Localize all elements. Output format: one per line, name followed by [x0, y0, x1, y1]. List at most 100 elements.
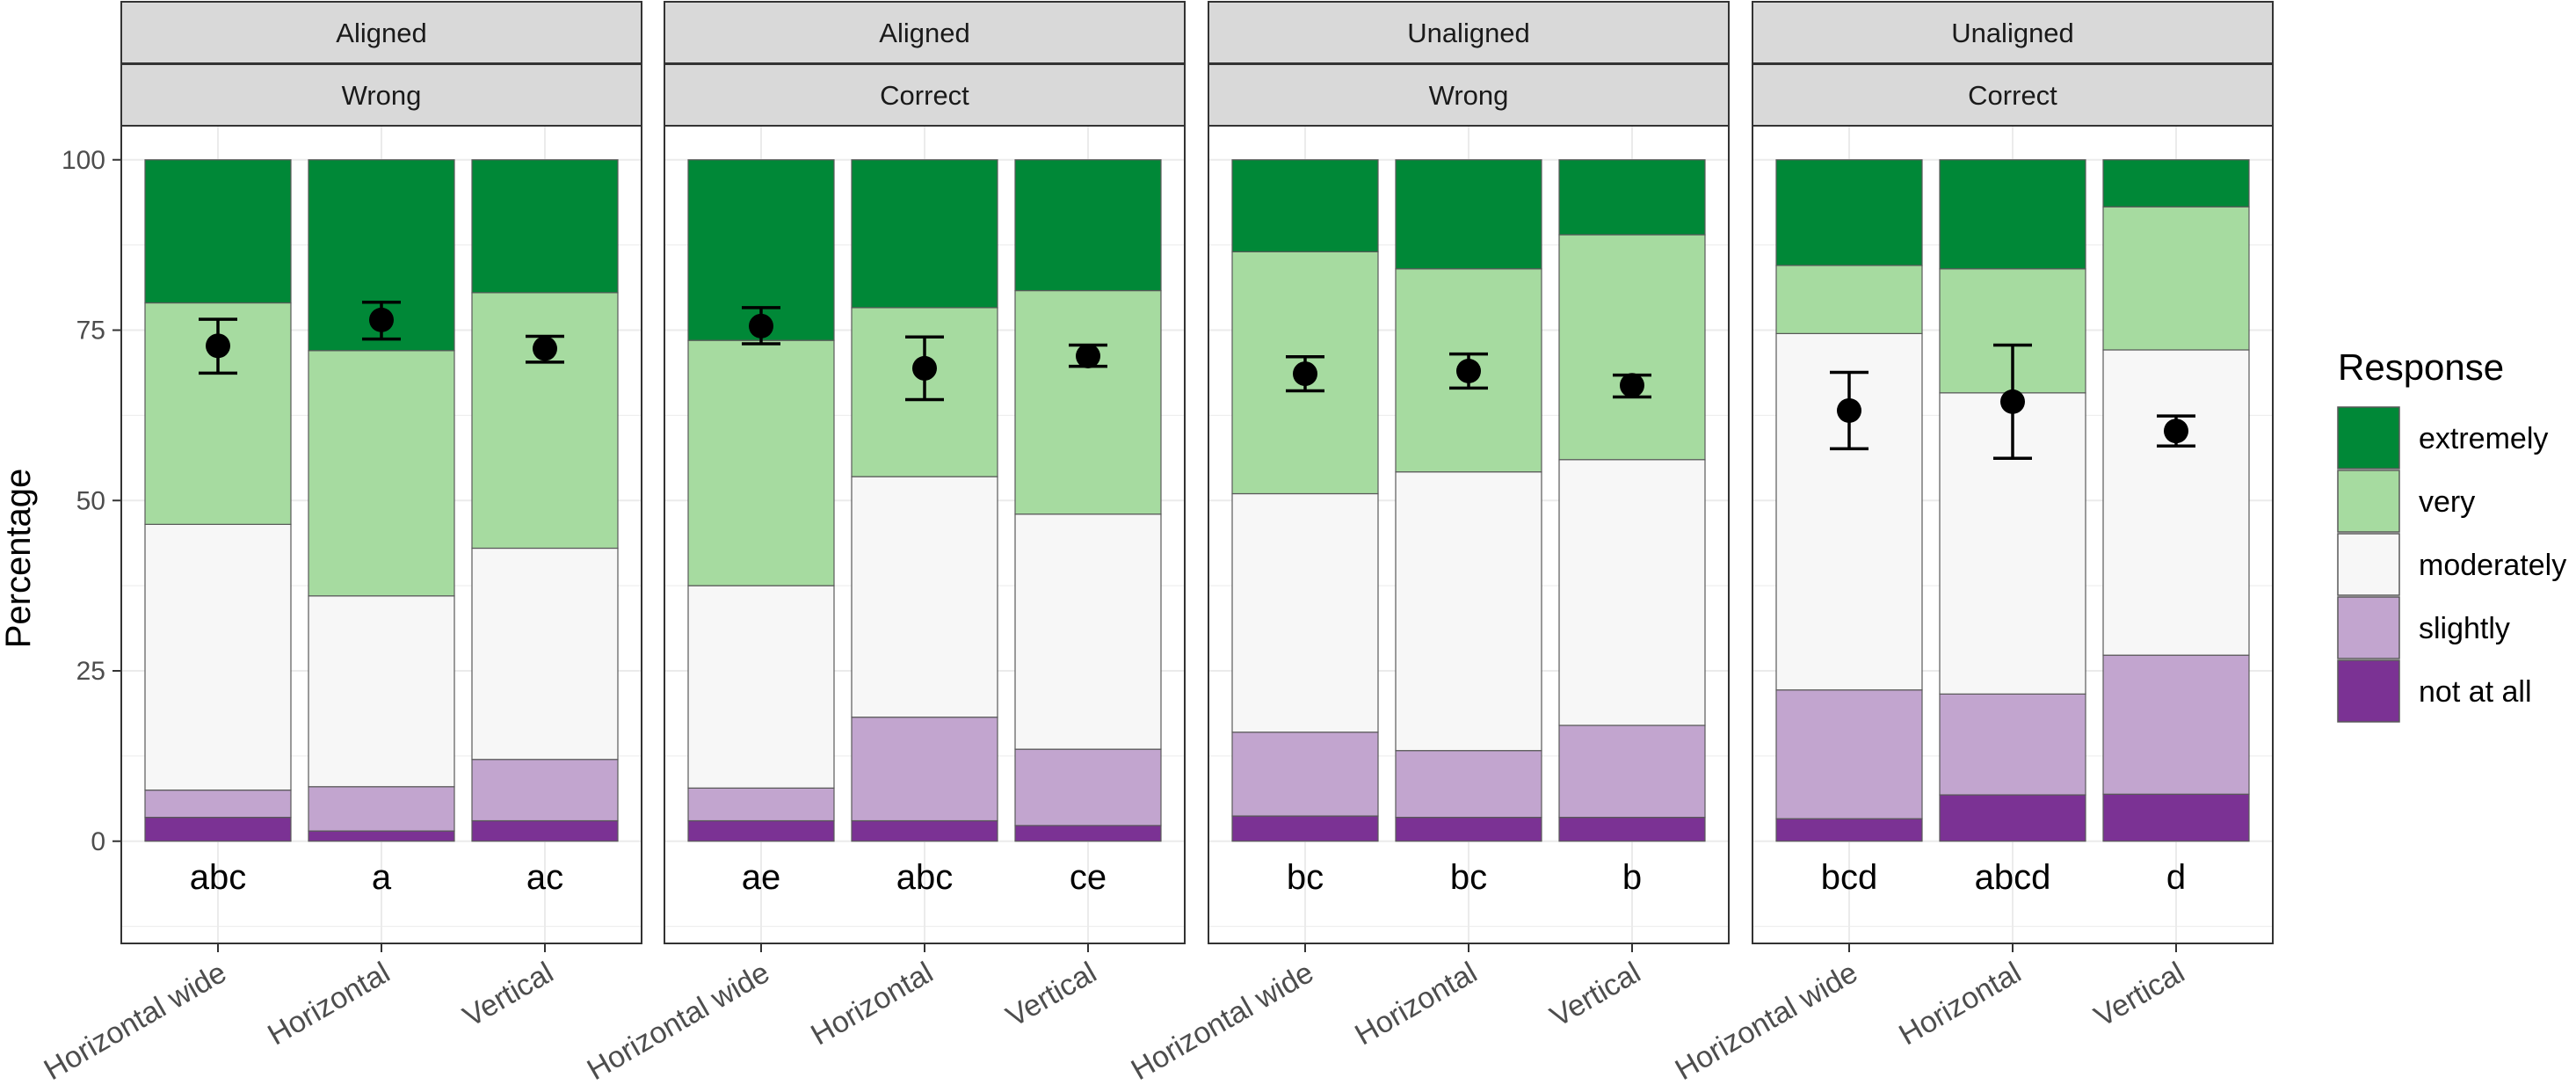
bar-segment-not-at-all	[144, 817, 292, 842]
significance-letters: bcd	[1821, 858, 1878, 897]
significance-letters: abcd	[1975, 858, 2051, 897]
bar-segment-slightly	[1558, 724, 1706, 819]
mean-point	[912, 355, 937, 381]
bar-horizontal-wide	[144, 159, 292, 842]
bar-segment-slightly	[851, 717, 998, 822]
strip-label: Aligned	[336, 18, 426, 48]
bar-segment-very	[687, 339, 835, 586]
bar-segment-very	[1558, 234, 1706, 461]
bar-vertical	[1014, 159, 1162, 842]
bar-segment-moderately	[1558, 459, 1706, 726]
legend-label: moderately	[2419, 549, 2566, 582]
legend-item-not-at-all: not at all	[2337, 659, 2532, 723]
significance-letters: d	[2166, 858, 2186, 897]
bar-horizontal	[1395, 159, 1542, 842]
bar-segment-very	[1775, 265, 1923, 334]
y-tick-label: 75	[76, 317, 105, 346]
significance-letters: bc	[1450, 858, 1487, 897]
bar-vertical	[2102, 159, 2250, 842]
strip-label: Correct	[880, 80, 969, 111]
facet-strip-alignment: Aligned	[120, 1, 642, 64]
strip-background	[1208, 63, 1730, 127]
y-axis-label: Percentage	[0, 469, 38, 649]
x-tick-label: Vertical	[2088, 956, 2190, 1034]
bar-segment-not-at-all	[2102, 793, 2250, 842]
facet-strip-alignment: Unaligned	[1208, 1, 1730, 64]
bar-segment-slightly	[1395, 750, 1542, 819]
bar-segment-slightly	[1939, 693, 2086, 796]
panel-4: bcd abcd d Unaligned Correct Horizontal wide H…	[1670, 1, 2274, 1087]
bar-segment-slightly	[1231, 732, 1379, 817]
panel-1: abc a ac Aligned Wrong Horizontal wide Horizon…	[39, 1, 642, 1087]
bar-segment-slightly	[471, 759, 619, 822]
legend-item-moderately: moderately	[2337, 533, 2566, 596]
bar-vertical	[471, 159, 619, 842]
bar-segment-slightly	[308, 786, 455, 832]
bar-segment-moderately	[308, 595, 455, 788]
error-bar	[1830, 370, 1869, 451]
bar-segment-extremely	[851, 159, 998, 309]
bar-segment-extremely	[1014, 159, 1162, 292]
bar-segment-moderately	[471, 547, 619, 761]
bar-segment-extremely	[144, 159, 292, 304]
bar-segment-moderately	[2102, 349, 2250, 656]
bar-segment-moderately	[1014, 513, 1162, 750]
strip-background	[664, 1, 1186, 64]
mean-point	[2000, 389, 2025, 414]
bar-segment-not-at-all	[1395, 817, 1542, 842]
significance-letters: a	[372, 858, 392, 897]
legend-swatch	[2337, 659, 2400, 723]
error-bar	[742, 306, 780, 346]
bar-segment-slightly	[1014, 748, 1162, 826]
mean-point	[1456, 359, 1481, 383]
x-tick-label: Horizontal wide	[1670, 956, 1863, 1087]
strip-label: Unaligned	[1407, 18, 1530, 48]
mean-point	[2164, 419, 2188, 444]
legend-swatch	[2337, 406, 2400, 470]
bar-segment-slightly	[144, 790, 292, 819]
bar-horizontal	[1939, 159, 2086, 842]
mean-point	[1293, 361, 1317, 387]
significance-letters: abc	[896, 858, 954, 897]
bar-segment-not-at-all	[1939, 794, 2086, 842]
error-bar	[199, 317, 237, 375]
mean-point	[1076, 343, 1100, 368]
y-tick-label: 50	[76, 486, 105, 515]
strip-background	[1752, 63, 2274, 127]
legend-swatch	[2337, 533, 2400, 596]
bar-segment-not-at-all	[1231, 815, 1379, 842]
x-tick-label: Horizontal	[1349, 956, 1483, 1052]
significance-letters: ac	[526, 858, 563, 897]
y-axis: 0 25 50 75 100	[62, 146, 121, 856]
y-tick-label: 0	[91, 827, 105, 856]
bar-segment-very	[308, 350, 455, 597]
legend-swatch	[2337, 596, 2400, 659]
legend-item-extremely: extremely	[2337, 406, 2548, 470]
x-tick-label: Horizontal	[805, 956, 939, 1052]
panel-3: bc bc b Unaligned Wrong Horizontal wide Horizo…	[1126, 1, 1730, 1087]
facet-strip-correctness: Wrong	[120, 63, 642, 127]
bar-horizontal-wide	[1775, 159, 1923, 842]
bar-segment-not-at-all	[471, 819, 619, 842]
x-tick-label: Horizontal wide	[39, 956, 232, 1087]
x-tick-label: Vertical	[457, 956, 559, 1034]
bar-vertical	[1558, 159, 1706, 842]
mean-point	[1837, 397, 1861, 423]
bar-segment-extremely	[471, 159, 619, 294]
strip-background	[1752, 1, 2274, 64]
strip-background	[120, 63, 642, 127]
bar-segment-moderately	[1231, 492, 1379, 733]
strip-background	[664, 63, 1186, 127]
legend-title: Response	[2338, 346, 2504, 388]
bar-segment-extremely	[2102, 159, 2250, 207]
panels: abc a ac Aligned Wrong Horizontal wide Horizon…	[39, 1, 2274, 1087]
error-bar	[1613, 373, 1651, 399]
bar-segment-extremely	[1939, 159, 2086, 270]
significance-letters: abc	[190, 858, 247, 897]
strip-background	[1208, 1, 1730, 64]
error-bar	[526, 334, 564, 364]
x-tick-label: Horizontal	[1893, 956, 2027, 1052]
legend-swatch	[2337, 470, 2400, 533]
error-bar	[1286, 354, 1324, 393]
bar-segment-moderately	[144, 523, 292, 791]
